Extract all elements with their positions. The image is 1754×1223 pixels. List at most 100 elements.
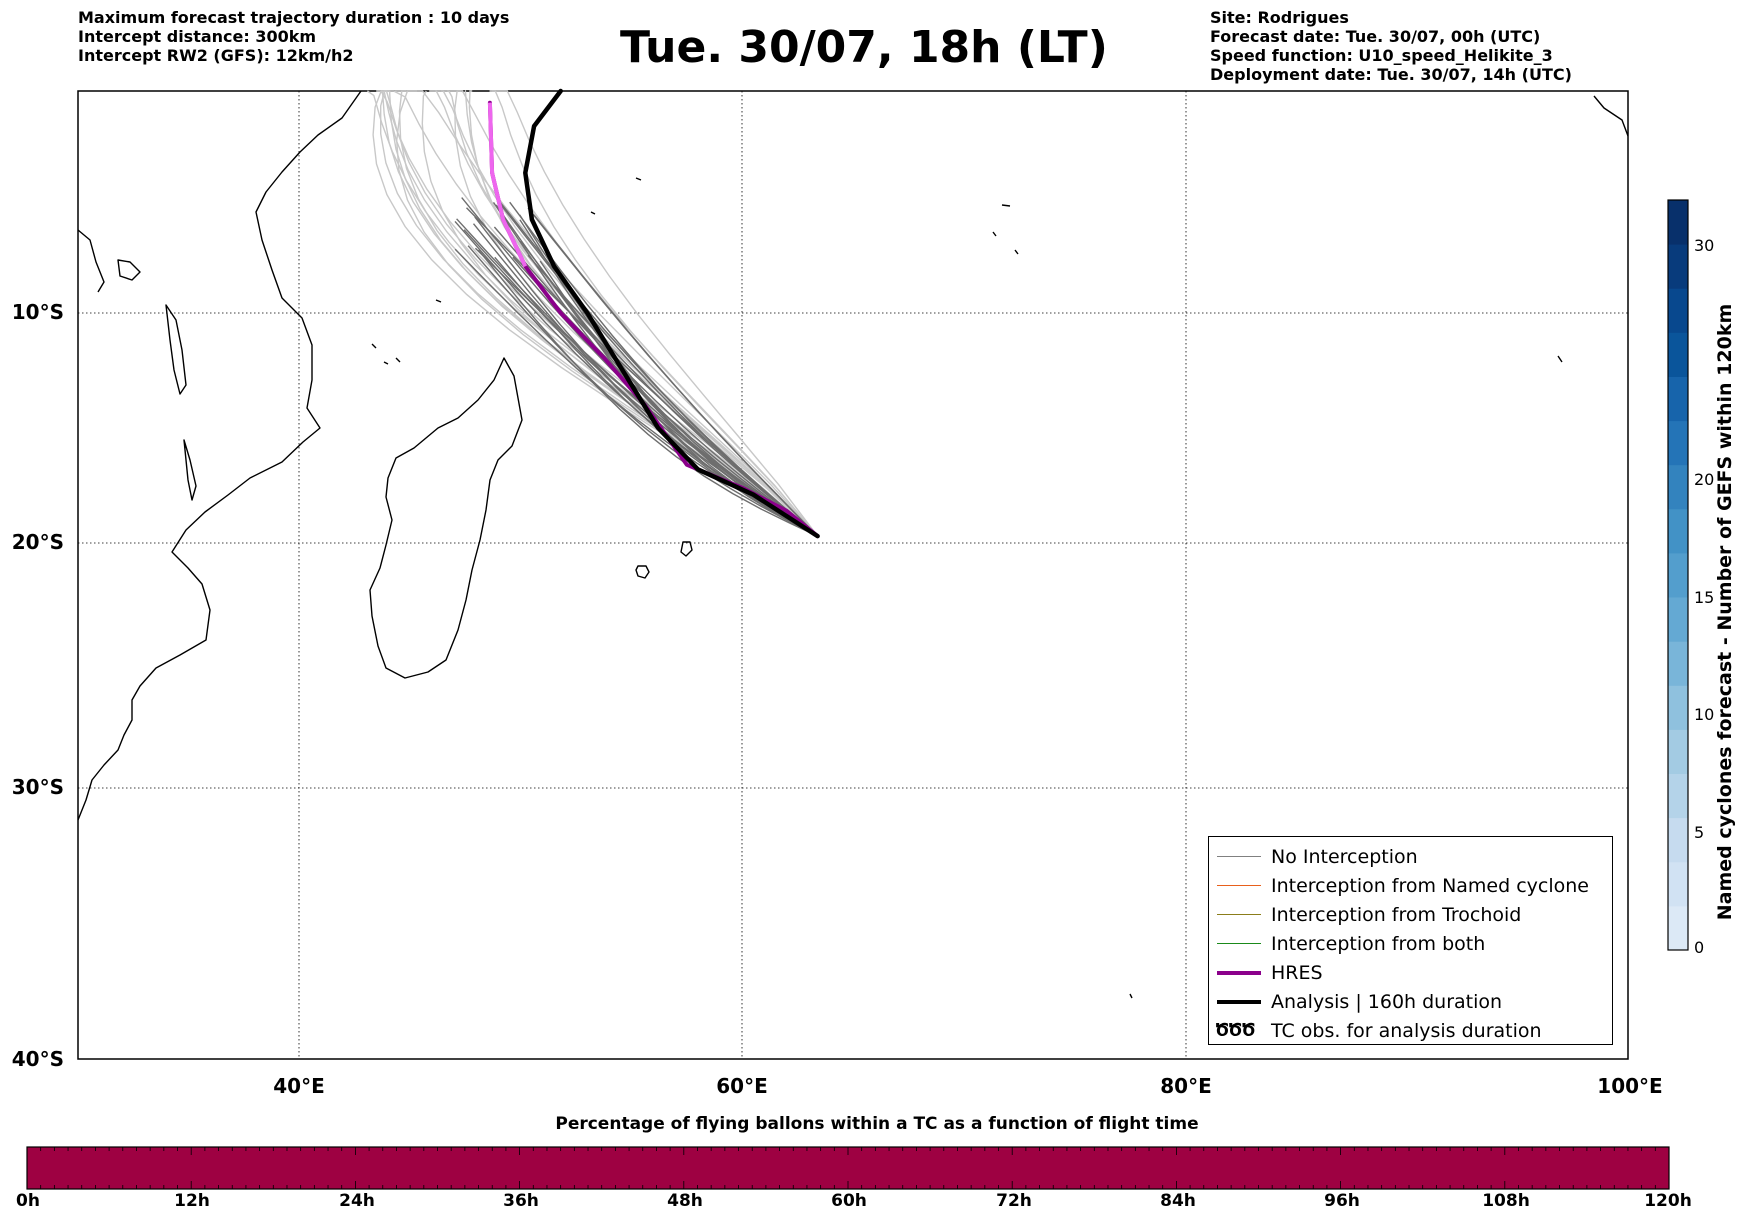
legend-swatch [1217, 856, 1261, 857]
ensemble-trajectory [474, 216, 818, 537]
ensemble-trajectory [383, 90, 819, 537]
lat-label-30S: 30°S [11, 775, 64, 799]
legend-swatch [1217, 885, 1261, 886]
legend-item-named-cyclone: Interception from Named cyclone [1209, 874, 1612, 898]
page-title: Tue. 30/07, 18h (LT) [620, 22, 1108, 73]
legend-item-no-interception: No Interception [1209, 845, 1612, 869]
mauritius-coastline [680, 541, 693, 557]
colorbar-tick: 0 [1694, 938, 1705, 957]
trajectories [367, 88, 820, 539]
ensemble-trajectory [477, 249, 818, 537]
legend-label: Interception from Trochoid [1271, 904, 1522, 926]
header-line: Maximum forecast trajectory duration : 1… [78, 8, 510, 27]
legend-label: Analysis | 160h duration [1271, 991, 1503, 1013]
legend-label: HRES [1271, 962, 1323, 984]
colorbar-tick: 10 [1694, 705, 1715, 724]
lake-victoria [117, 259, 141, 281]
percentage-bar-tick: 72h [996, 1191, 1032, 1211]
ensemble-trajectory [491, 90, 819, 537]
colorbar-segment [1668, 905, 1688, 951]
colorbar-segment [1668, 597, 1688, 642]
colorbar-segment [1668, 685, 1688, 730]
percentage-bar-tick: 24h [339, 1191, 375, 1211]
lake-tanganyika [165, 304, 187, 395]
header-line: Site: Rodrigues [1210, 8, 1349, 27]
legend-swatch [1217, 971, 1261, 975]
africa-coastline [77, 90, 362, 821]
header-left: Maximum forecast trajectory duration : 1… [78, 8, 509, 65]
header-line: Forecast date: Tue. 30/07, 00h (UTC) [1210, 27, 1541, 46]
percentage-bar-tick: 108h [1482, 1191, 1530, 1211]
colorbar-label: Named cyclones forecast - Number of GEFS… [1714, 303, 1736, 921]
legend-item-analysis: Analysis | 160h duration [1209, 990, 1612, 1014]
map-legend: No Interception Interception from Named … [1208, 836, 1613, 1045]
ensemble-trajectory [380, 90, 819, 537]
legend-swatch [1217, 1000, 1261, 1004]
legend-label: No Interception [1271, 846, 1418, 868]
legend-item-tc-obs: ԾԾԾ TC obs. for analysis duration [1209, 1019, 1612, 1043]
colorbar-segment [1668, 552, 1688, 598]
colorbar-tick: 20 [1694, 470, 1715, 489]
colorbar-segment [1668, 420, 1688, 466]
colorbar-segment [1668, 773, 1688, 819]
colorbar-segment [1668, 244, 1688, 289]
ensemble-trajectory [454, 248, 818, 537]
percentage-bar-tick: 120h [1644, 1191, 1692, 1211]
legend-item-trochoid: Interception from Trochoid [1209, 903, 1612, 927]
ensemble-trajectory [467, 245, 818, 537]
colorbar-segment [1668, 288, 1688, 333]
colorbar-segment [1668, 817, 1688, 863]
percentage-bar-tick: 36h [503, 1191, 539, 1211]
percentage-bar-tick: 12h [174, 1191, 210, 1211]
header-line: Deployment date: Tue. 30/07, 14h (UTC) [1210, 65, 1572, 84]
lat-label-40S: 40°S [11, 1047, 64, 1071]
colorbar-segment [1668, 729, 1688, 774]
header-right: Site: Rodrigues Forecast date: Tue. 30/0… [1210, 8, 1572, 84]
ensemble-trajectory [447, 90, 819, 537]
legend-item-both: Interception from both [1209, 932, 1612, 956]
percentage-bar-tick: 0h [16, 1191, 40, 1211]
lon-label-80E: 80°E [1160, 1074, 1212, 1098]
legend-label: Interception from Named cyclone [1271, 875, 1589, 897]
graticule [78, 91, 1628, 1059]
colorbar-tick: 30 [1694, 236, 1715, 255]
colorbar-segment [1668, 332, 1688, 377]
lake-malawi [183, 439, 197, 501]
legend-label: TC obs. for analysis duration [1271, 1020, 1542, 1042]
legend-item-hres: HRES [1209, 961, 1612, 985]
legend-label: Interception from both [1271, 933, 1486, 955]
colorbar-segment [1668, 861, 1688, 907]
colorbar-tick: 5 [1694, 823, 1705, 842]
arabia-coastline [77, 229, 105, 293]
hres-trajectory-head [487, 102, 528, 268]
percentage-bar-tick: 84h [1160, 1191, 1196, 1211]
colorbar-segment [1668, 376, 1688, 422]
colorbar [1667, 199, 1689, 951]
seychelles-coastline [435, 177, 642, 303]
legend-swatch [1217, 943, 1261, 944]
header-line: Speed function: U10_speed_Helikite_3 [1210, 46, 1553, 65]
header-line: Intercept RW2 (GFS): 12km/h2 [78, 46, 354, 65]
colorbar-segment [1668, 641, 1688, 686]
lat-label-20S: 20°S [11, 530, 64, 554]
cyclone-symbol-icon: ԾԾԾ [1215, 1020, 1256, 1041]
ensemble-trajectory [527, 207, 819, 537]
analysis-trajectory [523, 88, 820, 539]
percentage-bar-title: Percentage of flying ballons within a TC… [555, 1114, 1199, 1134]
percentage-bar-ticks [26, 1147, 1670, 1189]
ensemble-trajectory [489, 90, 819, 537]
colorbar-segment [1668, 200, 1688, 245]
colorbar-border [1667, 199, 1689, 951]
lon-label-40E: 40°E [273, 1074, 325, 1098]
madagascar-coastline [369, 357, 523, 679]
ensemble-trajectory [509, 201, 819, 537]
islands-east [992, 95, 1629, 999]
coastlines [77, 90, 1629, 999]
colorbar-tick: 15 [1694, 588, 1715, 607]
lat-label-10S: 10°S [11, 300, 64, 324]
percentage-bar-tick: 96h [1324, 1191, 1360, 1211]
ensemble-trajectory [493, 226, 819, 537]
percentage-bar-tick: 60h [831, 1191, 867, 1211]
comoros-coastline [371, 343, 401, 365]
legend-swatch [1217, 914, 1261, 915]
